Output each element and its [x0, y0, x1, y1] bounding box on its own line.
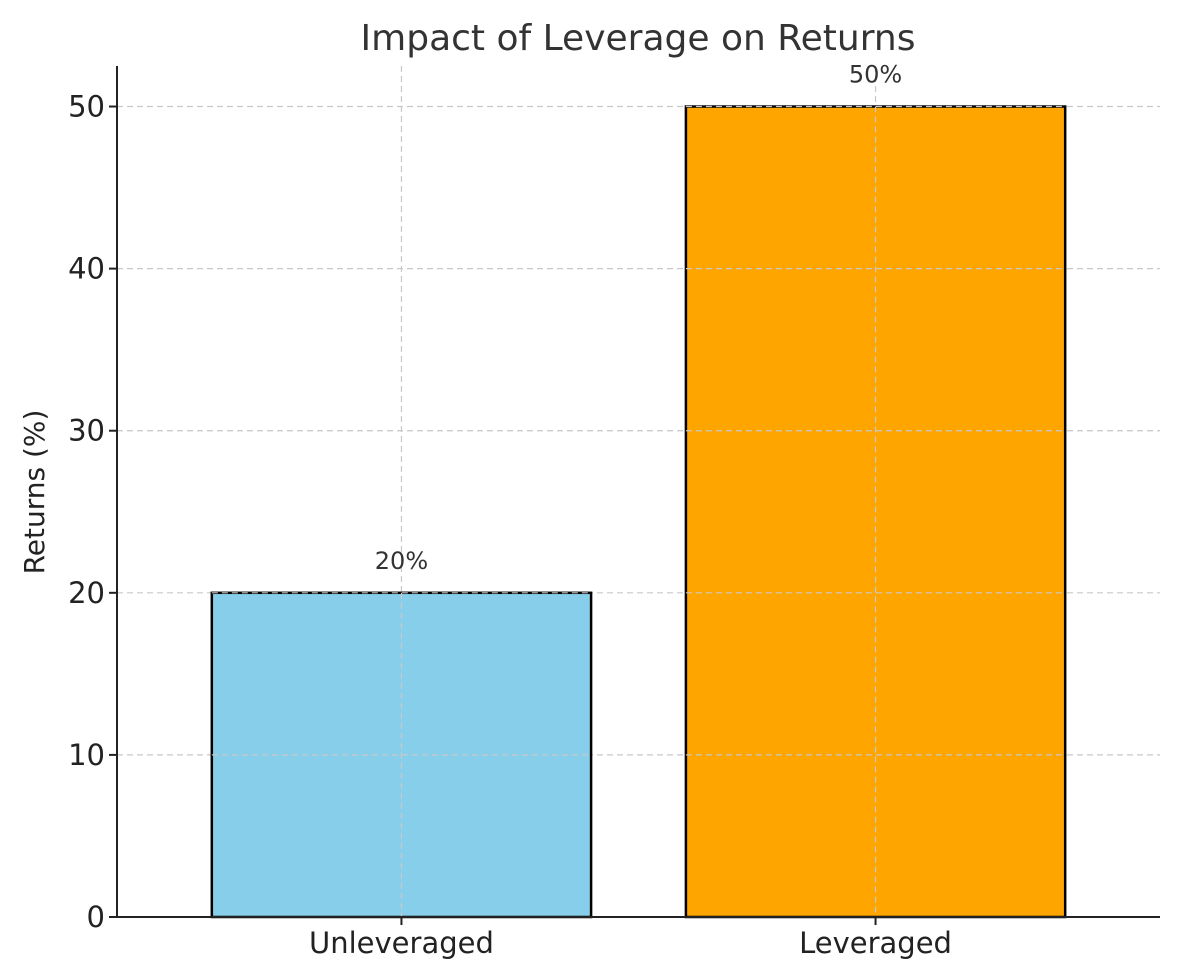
axes: 0 10 20 30 40 50 Unleveraged Leveraged: [68, 66, 1160, 960]
y-tick-label: 0: [87, 900, 105, 934]
y-tick-label: 30: [68, 414, 105, 448]
y-tick-label: 40: [68, 252, 105, 286]
y-tick-label: 20: [68, 576, 105, 610]
data-label: 20%: [375, 547, 428, 575]
x-tick-label: Unleveraged: [309, 926, 494, 960]
y-axis-label: Returns (%): [18, 410, 51, 575]
x-tick-label: Leveraged: [799, 926, 952, 960]
data-label: 50%: [849, 61, 902, 89]
chart-title: Impact of Leverage on Returns: [361, 18, 916, 59]
data-labels: 20% 50%: [375, 61, 902, 575]
bars: [210, 105, 1067, 919]
y-tick-label: 50: [68, 90, 105, 124]
y-tick-label: 10: [68, 738, 105, 772]
